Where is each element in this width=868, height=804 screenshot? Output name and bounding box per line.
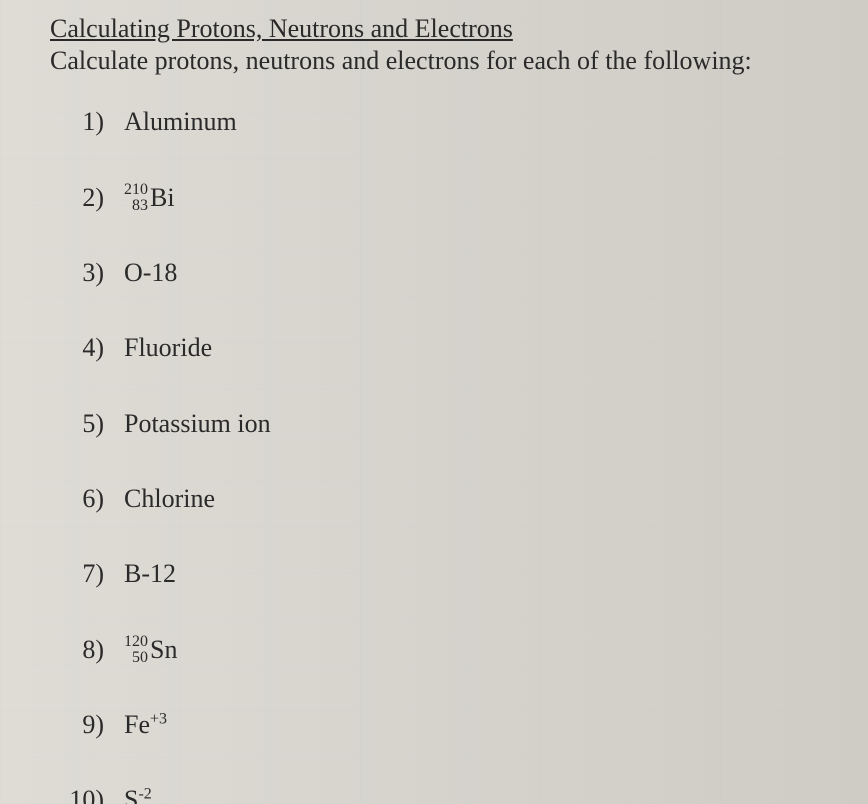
isotope-notation: 120 50 Sn	[124, 633, 177, 665]
item-label: Potassium ion	[124, 408, 271, 439]
item-label: O-18	[124, 257, 177, 288]
item-label: B-12	[124, 558, 176, 589]
atomic-number: 50	[132, 650, 148, 666]
list-item: 9) Fe+3	[50, 709, 840, 740]
list-item: 6) Chlorine	[50, 483, 840, 514]
atomic-number: 83	[132, 198, 148, 214]
page-instruction: Calculate protons, neutrons and electron…	[50, 46, 840, 76]
ion-notation: Fe+3	[124, 709, 167, 740]
item-number: 7)	[50, 558, 124, 589]
item-label: Aluminum	[124, 106, 237, 137]
ion-charge: -2	[138, 786, 151, 803]
isotope-prefix: 210 83	[124, 182, 148, 214]
item-label: Fluoride	[124, 332, 212, 363]
item-number: 1)	[50, 106, 124, 137]
item-number: 3)	[50, 257, 124, 288]
worksheet-page: Calculating Protons, Neutrons and Electr…	[0, 0, 868, 804]
list-item: 8) 120 50 Sn	[50, 633, 840, 665]
mass-number: 120	[124, 634, 148, 650]
item-number: 8)	[50, 634, 124, 665]
item-label: Chlorine	[124, 483, 215, 514]
item-number: 9)	[50, 709, 124, 740]
element-symbol: S	[124, 785, 138, 804]
mass-number: 210	[124, 182, 148, 198]
ion-notation: S-2	[124, 784, 152, 804]
list-item: 4) Fluoride	[50, 332, 840, 363]
list-item: 1) Aluminum	[50, 106, 840, 137]
list-item: 3) O-18	[50, 257, 840, 288]
list-item: 10) S-2	[50, 784, 840, 804]
element-symbol: Bi	[150, 182, 175, 213]
item-number: 2)	[50, 182, 124, 213]
item-number: 10)	[50, 784, 124, 804]
isotope-prefix: 120 50	[124, 634, 148, 666]
item-number: 5)	[50, 408, 124, 439]
item-number: 4)	[50, 332, 124, 363]
ion-charge: +3	[150, 710, 167, 727]
element-symbol: Fe	[124, 710, 150, 739]
item-number: 6)	[50, 483, 124, 514]
element-symbol: Sn	[150, 634, 177, 665]
list-item: 2) 210 83 Bi	[50, 181, 840, 213]
list-item: 7) B-12	[50, 558, 840, 589]
problem-list: 1) Aluminum 2) 210 83 Bi 3) O-18 4) Fluo…	[50, 106, 840, 804]
list-item: 5) Potassium ion	[50, 408, 840, 439]
isotope-notation: 210 83 Bi	[124, 181, 175, 213]
page-title: Calculating Protons, Neutrons and Electr…	[50, 14, 840, 44]
